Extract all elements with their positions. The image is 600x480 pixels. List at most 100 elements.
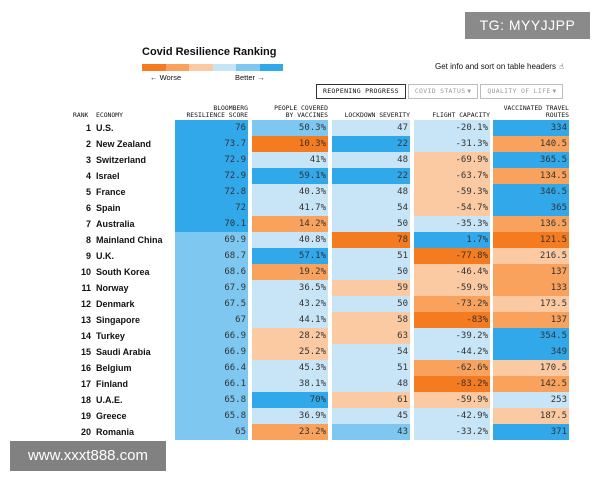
economy-cell: Greece [96,411,127,421]
info-hint: Get info and sort on table headers ☝ [435,62,564,71]
travel-routes-cell: 134.5 [493,168,569,184]
legend-swatch [259,64,283,71]
travel-routes-cell: 187.5 [493,408,569,424]
travel-routes-cell: 137 [493,312,569,328]
header-lockdown-severity[interactable]: LOCKDOWN SEVERITY [344,111,410,119]
rank-cell: 4 [85,171,91,181]
vaccine-coverage-cell: 45.3% [252,360,328,376]
lockdown-severity-cell: 48 [332,184,410,200]
travel-routes-cell: 140.5 [493,136,569,152]
rank-cell: 9 [85,251,91,261]
legend-better-label: Better → [235,73,265,82]
vaccine-coverage-cell: 43.2% [252,296,328,312]
table-row: 10 South Korea 68.6 19.2% 50 -46.4% 137 [73,264,573,280]
site-watermark: www.xxxt888.com [10,441,166,471]
rank-cell: 3 [85,155,91,165]
ranking-table: RANK ECONOMY BLOOMBERG RESILIENCE SCORE … [73,100,573,440]
economy-cell: Australia [96,219,135,229]
flight-capacity-cell: -83% [414,312,490,328]
vaccine-coverage-cell: 50.3% [252,120,328,136]
telegram-badge: TG: MYYJJPP [465,12,590,39]
table-row: 14 Turkey 66.9 28.2% 63 -39.2% 354.5 [73,328,573,344]
travel-routes-cell: 142.5 [493,376,569,392]
pointing-hand-icon: ☝ [558,62,564,71]
lockdown-severity-cell: 48 [332,152,410,168]
rank-cell: 15 [80,347,91,357]
lockdown-severity-cell: 54 [332,200,410,216]
table-row: 2 New Zealand 73.7 10.3% 22 -31.3% 140.5 [73,136,573,152]
flight-capacity-cell: -83.2% [414,376,490,392]
lockdown-severity-cell: 61 [332,392,410,408]
legend-swatch [189,64,213,71]
chevron-down-icon: ▼ [552,88,557,95]
flight-capacity-cell: -42.9% [414,408,490,424]
resilience-score-cell: 66.9 [175,344,248,360]
resilience-score-cell: 68.6 [175,264,248,280]
travel-routes-cell: 173.5 [493,296,569,312]
flight-capacity-cell: -46.4% [414,264,490,280]
economy-cell: Israel [96,171,120,181]
resilience-score-cell: 76 [175,120,248,136]
flight-capacity-cell: -59.3% [414,184,490,200]
vaccine-coverage-cell: 41% [252,152,328,168]
economy-cell: Romania [96,427,135,437]
table-row: 17 Finland 66.1 38.1% 48 -83.2% 142.5 [73,376,573,392]
table-row: 11 Norway 67.9 36.5% 59 -59.9% 133 [73,280,573,296]
header-line: ROUTES [545,111,569,119]
header-line: VACCINATED TRAVEL [503,104,569,112]
header-vaccine-coverage[interactable]: PEOPLE COVERED BY VACCINES [252,105,328,119]
lockdown-severity-cell: 58 [332,312,410,328]
header-resilience-score[interactable]: BLOOMBERG RESILIENCE SCORE [175,105,248,119]
flight-capacity-cell: -59.9% [414,392,490,408]
travel-routes-cell: 133 [493,280,569,296]
rank-cell: 16 [80,363,91,373]
economy-cell: Turkey [96,331,125,341]
header-flight-capacity[interactable]: FLIGHT CAPACITY [432,111,490,119]
travel-routes-cell: 354.5 [493,328,569,344]
header-line: BLOOMBERG [213,104,248,112]
header-economy[interactable]: ECONOMY [96,111,123,119]
flight-capacity-cell: -44.2% [414,344,490,360]
vaccine-coverage-cell: 44.1% [252,312,328,328]
table-row: 20 Romania 65 23.2% 43 -33.2% 371 [73,424,573,440]
rank-cell: 6 [85,203,91,213]
lockdown-severity-cell: 45 [332,408,410,424]
table-row: 18 U.A.E. 65.8 70% 61 -59.9% 253 [73,392,573,408]
resilience-score-cell: 72.8 [175,184,248,200]
flight-capacity-cell: -31.3% [414,136,490,152]
travel-routes-cell: 365.5 [493,152,569,168]
legend-swatch [165,64,189,71]
legend-swatch [142,64,166,71]
header-rank[interactable]: RANK [73,111,89,119]
economy-cell: Switzerland [96,155,147,165]
economy-cell: U.K. [96,251,114,261]
economy-cell: Singapore [96,315,141,325]
chevron-down-icon: ▼ [467,88,472,95]
lockdown-severity-cell: 50 [332,216,410,232]
travel-routes-cell: 349 [493,344,569,360]
flight-capacity-cell: -39.2% [414,328,490,344]
economy-cell: U.S. [96,123,114,133]
rank-cell: 18 [80,395,91,405]
legend-worse-label: ← Worse [150,73,182,82]
tab-reopening-progress[interactable]: REOPENING PROGRESS [316,84,406,99]
resilience-score-cell: 66.4 [175,360,248,376]
resilience-score-cell: 65 [175,424,248,440]
travel-routes-cell: 216.5 [493,248,569,264]
economy-cell: Denmark [96,299,135,309]
rank-cell: 1 [85,123,91,133]
resilience-score-cell: 67 [175,312,248,328]
resilience-score-cell: 67.9 [175,280,248,296]
header-vaccinated-travel-routes[interactable]: VACCINATED TRAVEL ROUTES [493,105,569,119]
rank-cell: 12 [80,299,91,309]
lockdown-severity-cell: 22 [332,136,410,152]
rank-cell: 10 [80,267,91,277]
flight-capacity-cell: -35.3% [414,216,490,232]
flight-capacity-cell: -62.6% [414,360,490,376]
resilience-score-cell: 73.7 [175,136,248,152]
rank-cell: 2 [85,139,91,149]
tab-quality-of-life[interactable]: QUALITY OF LIFE ▼ [480,84,564,99]
economy-cell: Mainland China [96,235,163,245]
flight-capacity-cell: -73.2% [414,296,490,312]
tab-covid-status[interactable]: COVID STATUS ▼ [407,84,479,99]
